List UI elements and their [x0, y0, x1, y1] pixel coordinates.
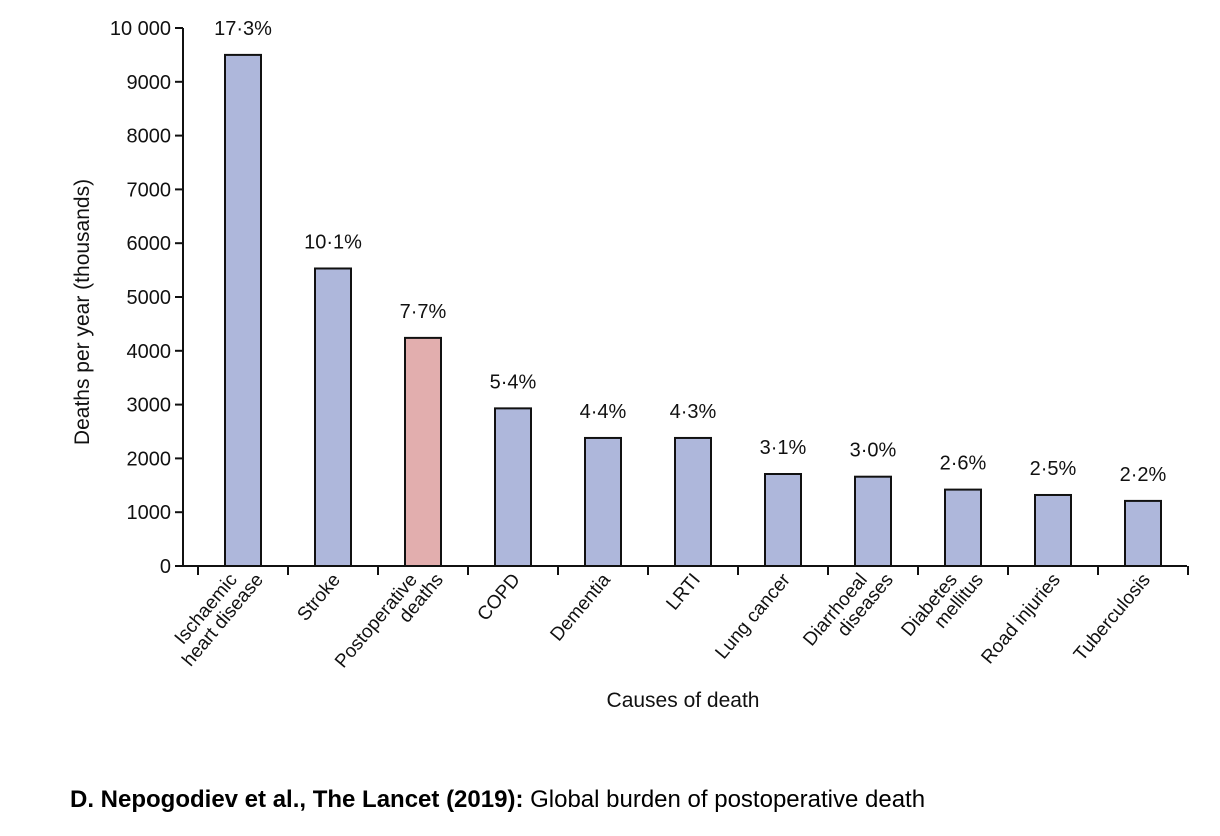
y-tick-label: 4000	[127, 341, 172, 363]
bar-value-label: 17·3%	[214, 18, 272, 40]
category-label: Road injuries	[977, 570, 1064, 668]
y-axis: 0 1000 2000 3000 4000 5000 6000 7000 8000 9000 10 …	[110, 18, 184, 578]
y-tick-label: 8000	[127, 126, 172, 148]
y-tick-label: 0	[160, 556, 171, 578]
bar-value-label: 5·4%	[490, 371, 537, 393]
y-tick-label: 6000	[127, 233, 172, 255]
bar-value-label: 4·4%	[580, 401, 627, 423]
y-tick-label: 5000	[127, 287, 172, 309]
bar-value-label: 2·6%	[940, 453, 987, 475]
bar-value-label: 4·3%	[670, 401, 717, 423]
caption-citation: D. Nepogodiev et al., The Lancet (2019):	[70, 786, 524, 813]
caption-text: Global burden of postoperative death	[523, 786, 926, 813]
category-label: LRTI	[662, 570, 704, 615]
y-tick-label: 2000	[127, 448, 172, 470]
bar	[1034, 493, 1072, 568]
y-tick-label: 10 000	[110, 18, 171, 40]
category-label: Tuberculosis	[1070, 570, 1155, 665]
y-tick-label: 7000	[127, 179, 172, 201]
bar	[494, 407, 532, 567]
bar	[944, 488, 982, 567]
bar	[764, 473, 802, 568]
figure-caption: D. Nepogodiev et al., The Lancet (2019):…	[70, 786, 925, 814]
x-axis-title: Causes of death	[607, 689, 760, 712]
bar	[224, 53, 262, 568]
bar-value-label: 10·1%	[304, 231, 362, 253]
bars	[224, 53, 1162, 568]
bar-value-label: 7·7%	[400, 301, 447, 323]
bar-value-label: 3·1%	[760, 437, 807, 459]
y-axis-title: Deaths per year (thousands)	[71, 179, 94, 445]
category-label: Dementia	[546, 569, 615, 645]
y-tick-label: 1000	[127, 502, 172, 524]
bar	[1124, 499, 1162, 568]
category-label: Lung cancer	[712, 569, 796, 663]
bar-value-label: 2·5%	[1030, 458, 1077, 480]
category-label: COPD	[473, 570, 524, 626]
bar	[584, 436, 622, 567]
bar-value-label: 2·2%	[1120, 464, 1167, 486]
bar	[674, 436, 712, 567]
y-tick-label: 3000	[127, 395, 172, 417]
bar	[854, 475, 892, 567]
bar	[314, 267, 352, 567]
y-tick-label: 9000	[127, 72, 172, 94]
bar-value-label: 3·0%	[850, 440, 897, 462]
category-label: Stroke	[293, 570, 344, 626]
bar-chart: 0 1000 2000 3000 4000 5000 6000 7000 8000 9000 10 …	[71, 18, 1189, 712]
bar	[404, 336, 442, 567]
data-labels: 17·3% 10·1% 7·7% 5·4% 4·4% 4·3% 3·1% 3·0% 2·6% 2·…	[214, 18, 1166, 486]
